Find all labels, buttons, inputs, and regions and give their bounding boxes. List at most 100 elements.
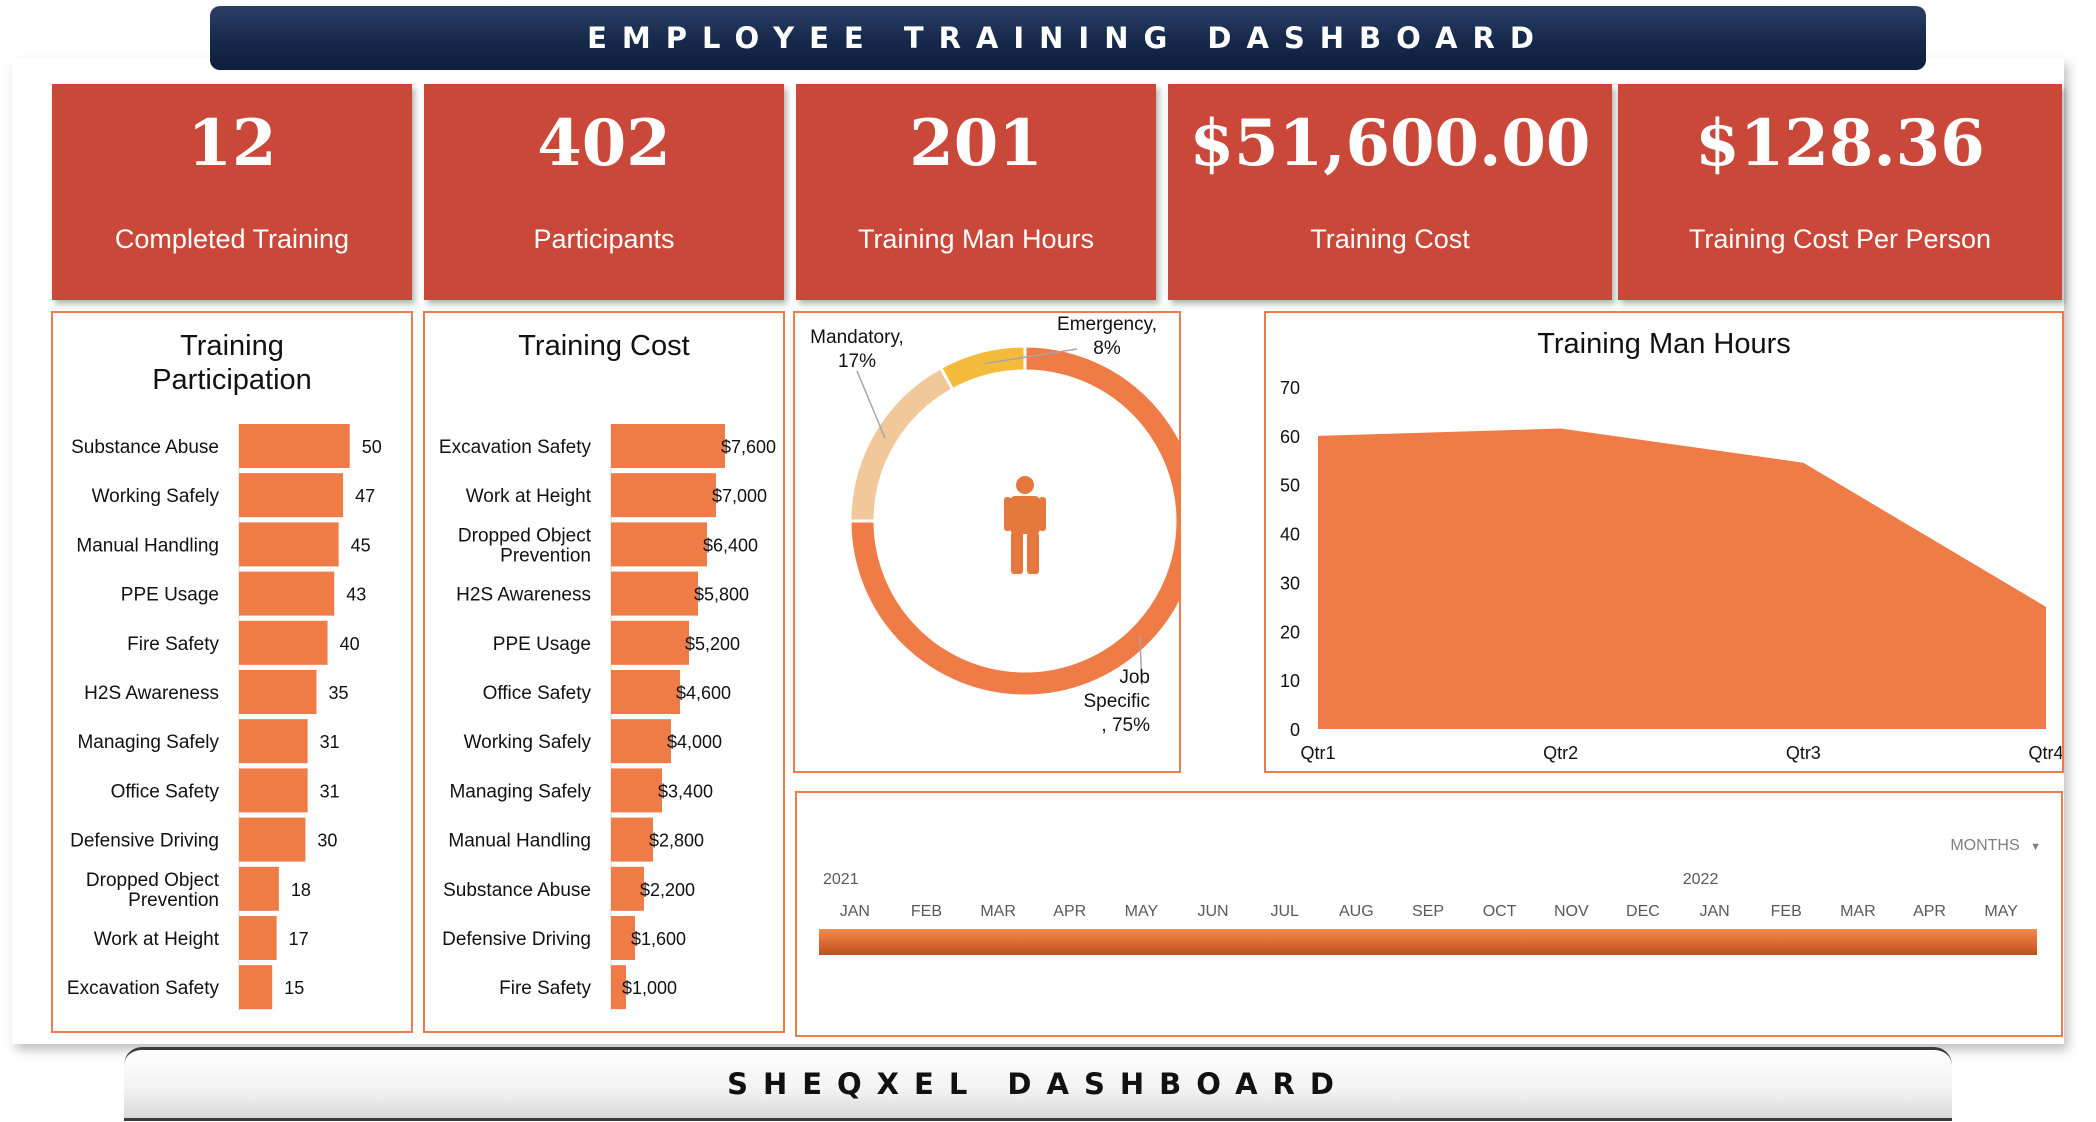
- timeline-month-label[interactable]: OCT: [1482, 903, 1517, 920]
- bar: [239, 916, 277, 960]
- kpi-participants: 402 Participants: [424, 84, 784, 300]
- y-tick-label: 0: [1290, 720, 1300, 740]
- timeline-month-label[interactable]: AUG: [1339, 903, 1374, 920]
- chart-title: Training Cost: [425, 329, 783, 363]
- area-series: [1318, 428, 2046, 729]
- category-label: Defensive Driving: [70, 831, 219, 852]
- x-tick-label: Qtr3: [1786, 743, 1821, 763]
- bar: [611, 473, 716, 518]
- x-tick-label: Qtr2: [1543, 743, 1578, 763]
- chart-title: Training Man Hours: [1537, 328, 1791, 360]
- category-label: Dropped Object Prevention: [458, 525, 592, 566]
- timeline-month-label[interactable]: FEB: [1770, 903, 1802, 920]
- bar: [239, 473, 344, 518]
- data-label: 31: [320, 732, 340, 752]
- timeline-month-label[interactable]: MAY: [1984, 903, 2018, 920]
- person-icon: [1004, 476, 1046, 574]
- leader-line: [984, 348, 1078, 365]
- x-tick-label: Qtr1: [1300, 743, 1335, 763]
- bar: [611, 768, 662, 813]
- y-tick-label: 30: [1280, 573, 1300, 593]
- timeline-slicer[interactable]: MONTHS ▼ 2021 2022 JAN FEB MAR APR MAY JUN JUL A…: [795, 791, 2063, 1037]
- training-type-donut-chart: Job Specific, 75% Mandatory, 17% Emergency, 8…: [810, 314, 1179, 736]
- bar: [611, 719, 671, 764]
- kpi-value: 12: [187, 106, 277, 181]
- data-label: 43: [346, 585, 366, 605]
- bar: [239, 866, 279, 911]
- timeline-month-label[interactable]: APR: [1913, 903, 1946, 920]
- timeline-month-label[interactable]: JAN: [1699, 903, 1730, 920]
- timeline-level-selector[interactable]: MONTHS ▼: [1950, 837, 2041, 855]
- data-label: 40: [340, 634, 360, 654]
- category-label: Dropped Object Prevention: [86, 870, 220, 911]
- timeline-month-label[interactable]: JAN: [839, 903, 870, 920]
- cost-bar-chart: Excavation Safety $7,600 Work at Height $7,…: [439, 424, 776, 1012]
- y-tick-label: 60: [1280, 427, 1300, 447]
- training-participation-card: Training Participation Substance Abuse 50…: [51, 311, 413, 1033]
- category-label: Excavation Safety: [439, 437, 592, 458]
- data-label: $4,600: [676, 683, 731, 703]
- timeline-month-label[interactable]: MAR: [980, 903, 1016, 920]
- data-label: 17: [289, 929, 309, 949]
- participation-bar-chart: Substance Abuse 50 Working Safely 47 Manual …: [67, 424, 382, 1012]
- man-hours-area-chart: 0 10 20 30 40 50 60 70 Qtr1 Qtr2 Qtr3 Qtr4: [1280, 378, 2062, 763]
- timeline-month-label[interactable]: FEB: [910, 903, 943, 920]
- kpi-label: Training Cost Per Person: [1688, 224, 1992, 254]
- timeline-month-label[interactable]: JUL: [1270, 903, 1299, 920]
- training-type-card: Job Specific, 75% Mandatory, 17% Emergency, 8…: [793, 311, 1181, 773]
- x-tick-label: Qtr4: [2028, 743, 2062, 763]
- kpi-label: Completed Training: [114, 224, 350, 254]
- timeline-level-label: MONTHS: [1950, 837, 2020, 854]
- donut-slice: [938, 344, 1027, 392]
- category-label: Defensive Driving: [442, 929, 591, 950]
- kpi-value: 402: [537, 106, 671, 181]
- data-label: 18: [291, 880, 311, 900]
- category-label: Substance Abuse: [71, 437, 219, 458]
- category-label: Excavation Safety: [67, 978, 220, 999]
- data-label: $1,600: [631, 929, 686, 949]
- category-label: PPE Usage: [121, 585, 219, 606]
- timeline-year-label: 2021: [823, 871, 859, 888]
- bar: [611, 965, 626, 1010]
- data-label: $5,200: [685, 634, 740, 654]
- category-label: Managing Safely: [449, 781, 591, 802]
- category-label: Manual Handling: [76, 535, 219, 556]
- category-label: Work at Height: [94, 929, 220, 950]
- kpi-value: $51,600.00: [1189, 106, 1591, 181]
- timeline-month-label[interactable]: NOV: [1553, 903, 1589, 920]
- timeline-year-label: 2022: [1682, 871, 1719, 888]
- category-label: H2S Awareness: [456, 585, 591, 606]
- timeline-month-label[interactable]: JUN: [1197, 903, 1229, 920]
- data-label: 35: [329, 683, 349, 703]
- data-label: 15: [284, 978, 304, 998]
- category-label: PPE Usage: [493, 634, 591, 655]
- timeline-month-label[interactable]: MAR: [1840, 903, 1876, 920]
- timeline-month-label[interactable]: DEC: [1626, 903, 1660, 920]
- category-label: H2S Awareness: [84, 683, 219, 704]
- chevron-down-icon: ▼: [2030, 841, 2041, 853]
- data-label: $7,600: [721, 437, 776, 457]
- slice-label: Mandatory, 17%: [810, 327, 904, 372]
- y-tick-label: 50: [1280, 476, 1300, 496]
- category-label: Office Safety: [483, 683, 592, 704]
- data-label: 30: [317, 831, 337, 851]
- timeline-month-label[interactable]: SEP: [1411, 903, 1444, 920]
- leader-line: [1139, 635, 1143, 686]
- data-label: $5,800: [694, 585, 749, 605]
- kpi-training-cost: $51,600.00 Training Cost: [1168, 84, 1612, 300]
- bar: [239, 424, 350, 468]
- y-tick-label: 10: [1280, 671, 1300, 691]
- timeline-bar[interactable]: [819, 929, 2037, 955]
- bar: [611, 620, 689, 665]
- category-label: Office Safety: [111, 781, 220, 802]
- timeline-month-label[interactable]: APR: [1053, 903, 1087, 920]
- bar: [239, 620, 328, 665]
- category-label: Fire Safety: [499, 978, 591, 999]
- bar: [239, 670, 317, 714]
- timeline-month-label[interactable]: MAY: [1124, 903, 1159, 920]
- y-tick-label: 70: [1280, 378, 1300, 398]
- bar: [239, 965, 273, 1010]
- bar: [611, 916, 635, 960]
- bar: [239, 719, 308, 764]
- bar: [239, 571, 335, 616]
